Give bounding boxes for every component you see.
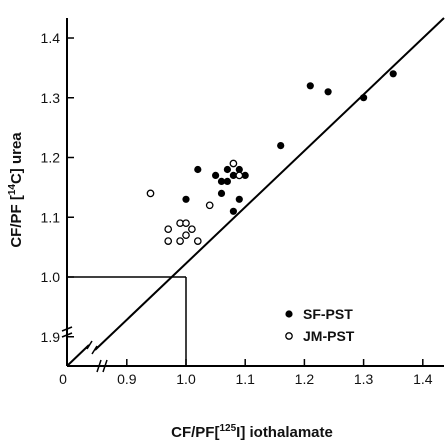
origin-label: 0 — [59, 371, 67, 387]
data-point-sf-pst — [229, 171, 237, 179]
data-point-sf-pst — [229, 207, 237, 215]
x-ticks: 0.9 1.0 1.1 1.2 1.3 1.4 — [117, 359, 433, 387]
legend-marker-sf-pst — [285, 310, 293, 318]
legend: SF-PST JM-PST — [285, 306, 355, 344]
data-point-jm-pst — [205, 201, 214, 210]
data-point-sf-pst — [223, 177, 231, 185]
data-point-jm-pst — [182, 231, 190, 240]
data-point-jm-pst — [193, 237, 202, 245]
x-axis-break — [96, 359, 108, 373]
x-tick-label: 0.9 — [117, 371, 137, 387]
data-point-sf-pst — [389, 70, 397, 78]
y-ticks: 1.9 1.0 1.1 1.2 1.3 1.4 — [41, 30, 74, 345]
legend-marker-jm-pst — [285, 332, 293, 340]
data-point-sf-pst — [194, 165, 202, 174]
data-point-sf-pst — [277, 142, 285, 150]
data-point-jm-pst — [164, 225, 173, 234]
data-point-sf-pst — [306, 82, 314, 90]
y-axis-title: CF/PF [14C] urea — [7, 132, 25, 248]
data-point-jm-pst — [164, 237, 173, 245]
y-tick-label: 1.0 — [41, 269, 61, 285]
x-tick-label: 1.0 — [176, 371, 196, 387]
identity-line — [94, 17, 445, 351]
x-tick-label: 1.1 — [235, 371, 255, 387]
data-point-sf-pst — [235, 195, 243, 203]
identity-line-lower — [66, 344, 90, 367]
legend-label-sf-pst: SF-PST — [303, 306, 353, 322]
legend-label-jm-pst: JM-PST — [303, 328, 355, 344]
data-point-jm-pst — [235, 171, 244, 180]
data-point-sf-pst — [217, 189, 226, 197]
data-point-sf-pst — [182, 195, 190, 203]
x-axis-title: CF/PF[125I] iothalamate — [171, 423, 333, 441]
y-tick-label: 1.1 — [41, 209, 61, 225]
data-point-sf-pst — [360, 94, 368, 102]
y-tick-label: 1.4 — [41, 30, 61, 46]
data-point-sf-pst — [217, 177, 226, 185]
data-point-jm-pst — [176, 237, 184, 245]
data-point-sf-pst — [212, 171, 220, 179]
data-point-sf-pst — [324, 88, 332, 96]
x-tick-label: 1.2 — [295, 371, 315, 387]
y-tick-label: 1.2 — [41, 150, 61, 166]
data-point-sf-pst — [223, 165, 231, 174]
data-point-jm-pst — [146, 189, 155, 198]
y-axis-break — [61, 326, 73, 338]
data-point-jm-pst — [182, 219, 190, 228]
data-points — [146, 70, 397, 245]
x-tick-label: 1.3 — [354, 371, 374, 387]
data-point-sf-pst — [241, 171, 249, 179]
y-tick-label: 1.9 — [41, 329, 61, 345]
y-tick-label: 1.3 — [41, 90, 61, 106]
diagonal-break — [86, 340, 98, 355]
x-tick-label: 1.4 — [413, 371, 433, 387]
data-point-jm-pst — [188, 225, 196, 234]
data-point-sf-pst — [235, 165, 243, 174]
data-point-jm-pst — [229, 159, 238, 168]
